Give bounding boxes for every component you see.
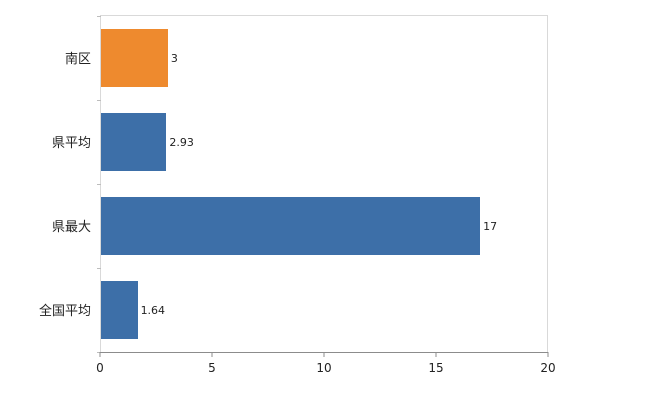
value-label: 3 bbox=[170, 51, 178, 65]
x-tick-mark bbox=[99, 352, 101, 357]
bar bbox=[101, 28, 168, 88]
x-tick-label: 10 bbox=[316, 361, 332, 375]
x-tick-label: 15 bbox=[428, 361, 444, 375]
x-tick-label: 20 bbox=[540, 361, 556, 375]
value-label: 2.93 bbox=[169, 135, 194, 149]
bar bbox=[101, 280, 138, 340]
y-tick-mark bbox=[97, 352, 101, 353]
y-tick-mark bbox=[97, 184, 101, 185]
category-axis: 南区県平均県最大全国平均 bbox=[0, 15, 95, 352]
bar-row: 3 bbox=[101, 16, 547, 100]
bar bbox=[101, 196, 481, 256]
y-tick-mark bbox=[97, 16, 101, 17]
x-tick-mark bbox=[547, 352, 549, 357]
bar bbox=[101, 112, 167, 172]
bars-container: 3 2.93 17 1.64 bbox=[101, 16, 547, 352]
plot-area: 3 2.93 17 1.64 bbox=[97, 15, 548, 353]
category-label: 県最大 bbox=[51, 220, 91, 236]
x-tick-label: 0 bbox=[96, 361, 104, 375]
category-label: 全国平均 bbox=[38, 304, 91, 320]
category-label: 県平均 bbox=[51, 135, 91, 151]
value-label: 1.64 bbox=[140, 303, 166, 317]
y-tick-mark bbox=[97, 268, 101, 269]
x-axis: 0 5 10 15 20 bbox=[96, 352, 556, 382]
x-tick-label: 5 bbox=[208, 361, 216, 375]
bar-row: 17 bbox=[101, 184, 547, 268]
category-label: 南区 bbox=[64, 51, 91, 67]
value-label: 17 bbox=[483, 219, 498, 233]
x-tick-mark bbox=[435, 352, 437, 357]
x-tick-mark bbox=[211, 352, 213, 357]
bar-row: 1.64 bbox=[101, 268, 547, 352]
x-tick-mark bbox=[323, 352, 325, 357]
bar-row: 2.93 bbox=[101, 100, 547, 184]
y-tick-mark bbox=[97, 100, 101, 101]
